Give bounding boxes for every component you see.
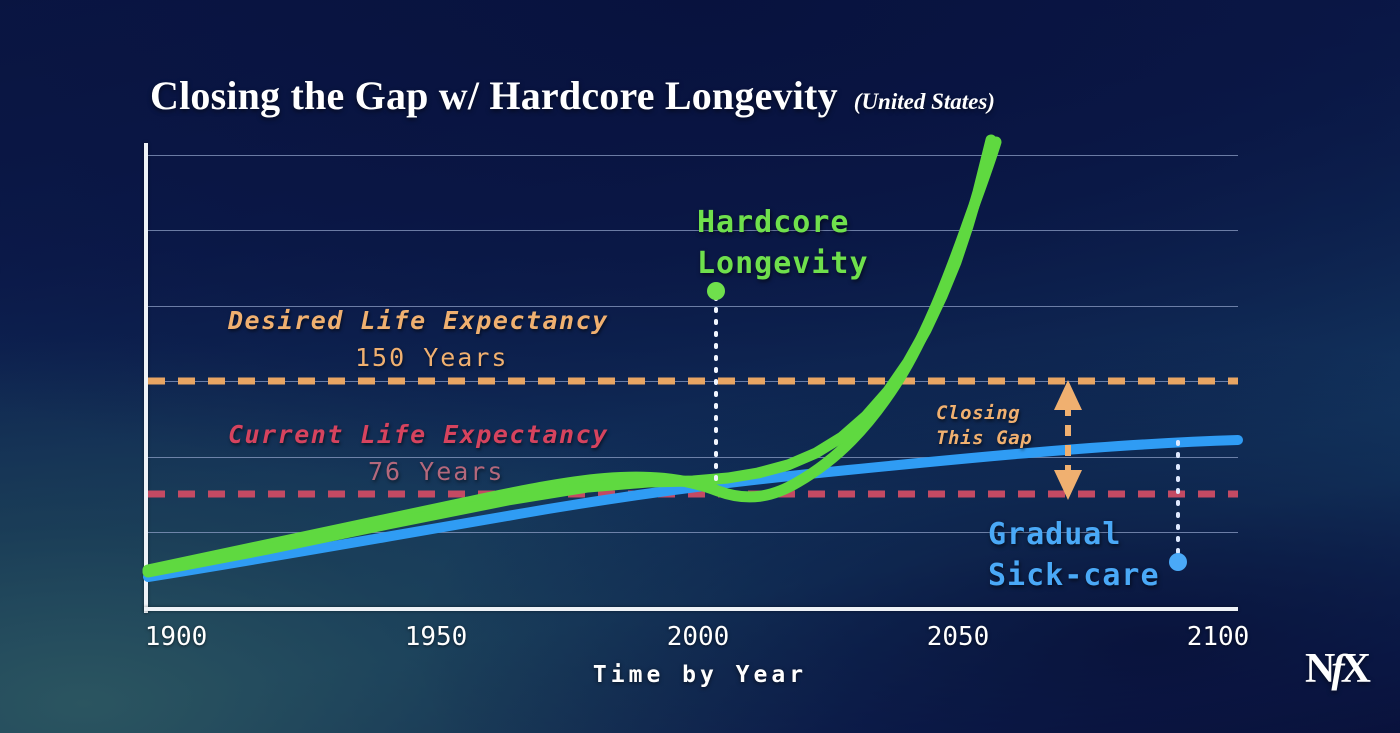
title-region-subtitle: (United States) [853, 89, 995, 114]
gradual-marker-dot [1169, 553, 1187, 571]
x-tick-1950: 1950 [404, 622, 468, 652]
x-axis-line [144, 607, 1238, 611]
page-title: Closing the Gap w/ Hardcore Longevity [150, 73, 838, 118]
hardcore-longevity-label-line1: Hardcore [697, 205, 850, 240]
gridline-300 [148, 155, 1238, 156]
nfx-logo-n: N [1304, 646, 1335, 692]
desired-life-expectancy-heading: Desired Life Expectancy [228, 306, 609, 335]
gradual-sick-care-label: Gradual Sick-care [988, 515, 1160, 596]
x-tick-1900: 1900 [144, 622, 208, 652]
gridline-200 [148, 306, 1238, 307]
y-axis-line [144, 143, 148, 613]
closing-this-gap-label-line2: This Gap [936, 426, 1033, 449]
closing-this-gap-label: Closing This Gap [936, 401, 1032, 450]
gridline-100 [148, 457, 1238, 458]
series-layer [142, 134, 1243, 582]
current-life-expectancy-heading: Current Life Expectancy [228, 420, 609, 449]
current-life-expectancy-value: 76 Years [368, 457, 505, 486]
gridline-250 [148, 230, 1238, 231]
closing-gap-arrow [1054, 380, 1082, 500]
x-tick-2100: 2100 [1186, 622, 1250, 652]
gradual-sick-care-label-line1: Gradual [988, 517, 1122, 552]
nfx-logo[interactable]: NfX [1304, 645, 1371, 693]
nfx-logo-x: X [1340, 646, 1371, 692]
gradual-sick-care-label-line2: Sick-care [988, 557, 1160, 593]
x-tick-2050: 2050 [926, 622, 990, 652]
hardcore-longevity-label: Hardcore Longevity [697, 203, 869, 284]
x-tick-2000: 2000 [666, 622, 730, 652]
closing-this-gap-label-line1: Closing [936, 402, 1021, 424]
plot-area: 300 250 200 150 100 50 0 1900 1950 2000 … [142, 134, 1249, 652]
x-axis-label: Time by Year [592, 662, 808, 688]
chart-title-group: Closing the Gap w/ Hardcore Longevity (U… [150, 72, 995, 119]
desired-life-expectancy-value: 150 Years [355, 343, 509, 372]
hardcore-longevity-label-line2: Longevity [697, 245, 869, 281]
gridline-50 [148, 532, 1238, 533]
hardcore-marker-dot [707, 282, 725, 300]
series-hardcore-longevity-takeoff [142, 134, 997, 578]
nfx-logo-f: f [1331, 646, 1344, 691]
